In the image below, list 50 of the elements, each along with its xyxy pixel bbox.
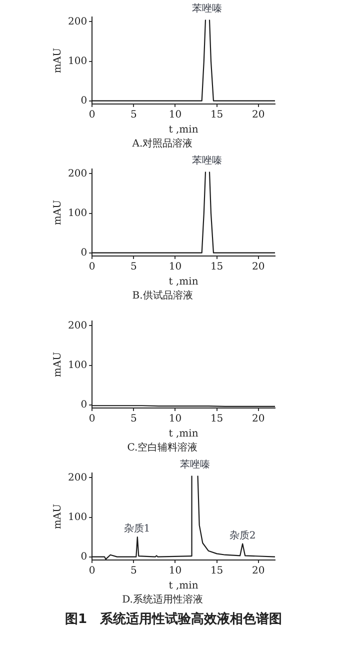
x-axis-title: t ,min (168, 124, 199, 136)
y-axis-title: mAU (52, 48, 64, 74)
y-tick-label: 100 (68, 360, 88, 371)
y-tick-label: 0 (80, 399, 88, 410)
y-axis-title: mAU (52, 504, 64, 530)
text: D.系统适用性溶液 (122, 594, 203, 606)
text: C.空白辅料溶液 (127, 442, 198, 454)
x-tick-label: 0 (88, 414, 96, 425)
x-tick-label: 20 (252, 262, 265, 273)
x-tick-label: 10 (168, 110, 182, 121)
x-tick-label: 15 (210, 566, 224, 577)
x-tick-label: 20 (252, 110, 265, 121)
x-tick-label: 15 (210, 262, 224, 273)
annotation: 杂质1 (124, 522, 150, 535)
text: B.供试品溶液 (132, 290, 193, 302)
x-tick-label: 20 (252, 566, 265, 577)
y-tick-label: 200 (68, 320, 88, 332)
y-tick-label: 0 (80, 247, 88, 258)
y-tick-label: 0 (80, 551, 88, 562)
caption: 图1 系统适用性试验高效液相色谱图 (64, 610, 284, 628)
y-tick-label: 100 (68, 56, 88, 67)
x-tick-label: 0 (88, 110, 96, 121)
x-tick-label: 10 (168, 414, 182, 425)
y-tick-label: 200 (68, 472, 88, 484)
annotation: 苯唑嗪 (192, 2, 222, 15)
y-axis-title: mAU (52, 352, 64, 378)
x-axis-title: t ,min (168, 428, 199, 440)
annotation: 苯唑嗪 (192, 154, 222, 167)
x-tick-label: 10 (168, 262, 182, 273)
x-tick-label: 20 (252, 414, 265, 425)
y-tick-label: 100 (68, 208, 88, 219)
x-tick-label: 5 (130, 414, 137, 425)
x-tick-label: 15 (210, 414, 224, 425)
y-axis-title: mAU (52, 200, 64, 226)
annotation: 杂质2 (229, 529, 256, 542)
x-tick-label: 5 (130, 110, 137, 121)
annotation: 苯唑嗪 (180, 458, 210, 471)
y-tick-label: 0 (80, 95, 88, 106)
x-tick-label: 0 (88, 566, 96, 577)
x-tick-label: 5 (130, 566, 137, 577)
y-tick-label: 100 (68, 512, 88, 523)
text: A.对照品溶液 (131, 138, 193, 150)
y-tick-label: 200 (68, 168, 88, 180)
x-tick-label: 5 (130, 262, 137, 273)
x-axis-title: t ,min (168, 580, 199, 592)
x-tick-label: 10 (168, 566, 182, 577)
x-tick-label: 0 (88, 262, 96, 273)
y-tick-label: 200 (68, 16, 88, 28)
x-tick-label: 15 (210, 110, 224, 121)
x-axis-title: t ,min (168, 276, 199, 288)
